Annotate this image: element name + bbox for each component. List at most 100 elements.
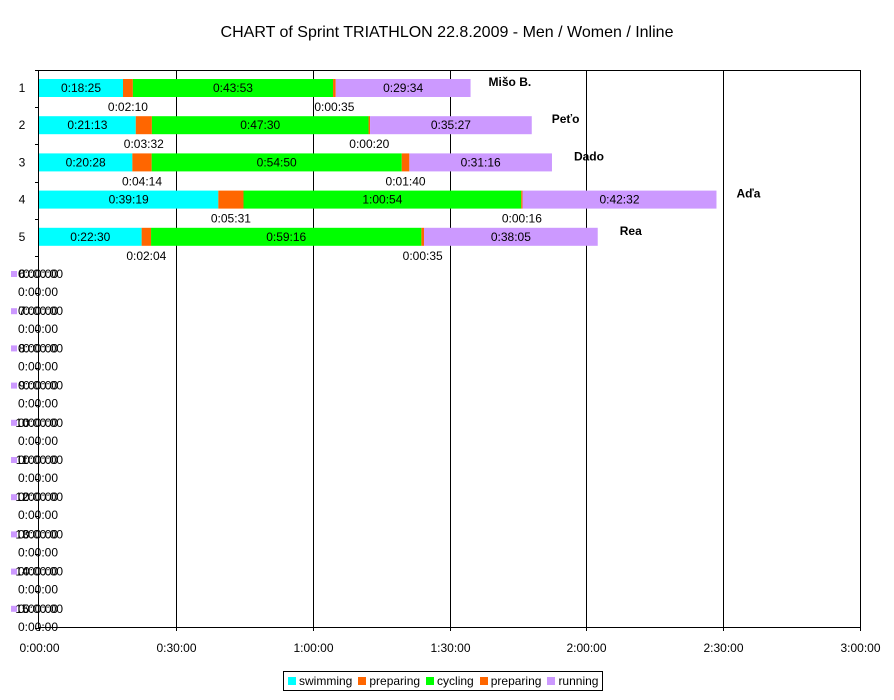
data-label: 0:00:00 — [23, 416, 63, 430]
row-label: 7 — [19, 304, 26, 318]
bar-segment-swimming — [39, 79, 124, 97]
legend-swatch — [426, 677, 435, 685]
data-label: 0:31:16 — [461, 155, 501, 169]
row-label: 13 — [15, 527, 29, 541]
legend-swatch — [358, 677, 367, 685]
row-group: 3 0:20:28 0:04:14 0:54:50 0:01:40 0:31:16 Dado — [19, 149, 604, 188]
data-label: 0:00:00 — [18, 602, 58, 616]
row-label: 11 — [16, 453, 29, 467]
legend-swatch — [479, 677, 488, 685]
bar-segment-running — [335, 79, 471, 97]
data-label: 0:00:00 — [23, 267, 63, 281]
empty-row-group: 70:00:000:00:000:00:00 — [11, 304, 63, 336]
legend-swatch — [288, 677, 296, 685]
bar-segment-preparing — [141, 227, 152, 246]
data-label: 0:00:00 — [23, 304, 63, 318]
empty-bar-marker — [11, 382, 17, 389]
data-label: 1:00:54 — [362, 193, 402, 207]
data-label: 0:00:00 — [23, 602, 63, 616]
legend-label: preparing — [490, 674, 542, 688]
data-label: 0:42:32 — [599, 193, 639, 207]
x-tick-label: 2:30:00 — [703, 641, 743, 655]
empty-bar-marker — [11, 605, 17, 612]
x-axis: 0:00:00 0:30:00 1:00:00 1:30:00 2:00:00 2:30:… — [19, 70, 881, 655]
empty-row-group: 110:00:000:00:000:00:00 — [11, 453, 63, 485]
empty-row-group: 120:00:000:00:000:00:00 — [11, 490, 63, 522]
athlete-name: Peťo — [552, 112, 580, 126]
data-label: 0:00:00 — [18, 527, 58, 541]
chart-title: CHART of Sprint TRIATHLON 22.8.2009 - Me… — [221, 24, 674, 41]
data-label: 0:00:00 — [18, 545, 58, 559]
data-label: 0:00:00 — [18, 341, 58, 355]
legend-item: preparing — [479, 674, 542, 688]
data-label: 0:00:35 — [403, 249, 443, 263]
empty-row-group: 150:00:000:00:000:00:00 — [11, 602, 63, 634]
data-label: 0:00:00 — [18, 359, 58, 373]
bar-segment-running — [424, 227, 598, 246]
athlete-name: Mišo B. — [489, 75, 532, 89]
bar-segment-preparing — [401, 153, 410, 172]
data-label: 0:43:53 — [213, 81, 253, 95]
data-label: 0:04:14 — [122, 174, 162, 188]
row-label: 8 — [19, 341, 26, 355]
data-label: 0:00:00 — [23, 490, 63, 504]
empty-bar-marker — [11, 345, 17, 352]
row-group: 5 0:22:30 0:02:04 0:59:16 0:00:35 0:38:05 Rea — [19, 224, 642, 263]
legend-item: preparing — [358, 674, 420, 688]
data-label: 0:00:00 — [23, 379, 63, 393]
bar-segment-swimming — [39, 116, 136, 135]
data-label: 0:00:35 — [314, 100, 354, 114]
data-label: 0:39:19 — [109, 193, 149, 207]
empty-row-group: 60:00:000:00:000:00:00 — [11, 267, 63, 299]
legend-swatch — [547, 677, 556, 685]
empty-bar-marker — [11, 568, 17, 575]
data-label: 0:00:00 — [18, 267, 58, 281]
row-label: 12 — [15, 490, 29, 504]
data-label: 0:00:00 — [18, 508, 58, 522]
row-label: 9 — [19, 379, 26, 393]
bar-segment-cycling — [243, 190, 522, 209]
bar-segment-cycling — [151, 153, 402, 172]
row-label: 10 — [15, 416, 29, 430]
bar-segment-swimming — [39, 190, 219, 209]
empty-row-group: 100:00:000:00:000:00:00 — [11, 416, 63, 448]
data-label: 0:00:00 — [18, 434, 58, 448]
data-label: 0:00:16 — [502, 212, 542, 226]
data-label: 0:59:16 — [266, 230, 306, 244]
data-label: 0:00:00 — [18, 285, 58, 299]
empty-row-group: 80:00:000:00:000:00:00 — [11, 341, 63, 373]
row-group: 2 0:21:13 0:03:32 0:47:30 0:00:20 0:35:27 Peťo — [19, 112, 580, 151]
athlete-name: Aďa — [736, 187, 760, 201]
row-label: 4 — [19, 193, 26, 207]
data-label: 0:22:30 — [70, 230, 110, 244]
legend-label: running — [558, 674, 599, 688]
data-label: 0:00:00 — [18, 453, 58, 467]
x-tick-label: 3:00:00 — [840, 641, 880, 655]
bar-segment-swimming — [39, 153, 133, 172]
data-label: 0:00:00 — [18, 565, 58, 579]
empty-bar-marker — [11, 271, 17, 277]
empty-bar-marker — [11, 419, 17, 426]
bar-segment-swimming — [39, 227, 142, 246]
row-label: 1 — [19, 81, 26, 95]
row-label: 2 — [19, 118, 26, 132]
row-label: 3 — [19, 155, 26, 169]
data-label: 0:21:13 — [67, 118, 107, 132]
data-label: 0:05:31 — [211, 212, 251, 226]
bar-segment-preparing — [421, 227, 425, 246]
data-label: 0:00:00 — [23, 527, 63, 541]
x-tick-label: 0:30:00 — [156, 641, 196, 655]
data-label: 0:35:27 — [431, 118, 471, 132]
athlete-name: Dado — [574, 149, 604, 163]
data-label: 0:00:00 — [18, 304, 58, 318]
x-tick-label: 1:30:00 — [430, 641, 470, 655]
data-label: 0:02:04 — [126, 249, 166, 263]
row-group: 4 0:39:19 0:05:31 1:00:54 0:00:16 0:42:32 Aďa — [19, 187, 761, 226]
data-label: 0:54:50 — [257, 155, 297, 169]
legend-label: swimming — [299, 674, 353, 688]
bar-segment-preparing — [123, 79, 133, 97]
empty-row-group: 140:00:000:00:000:00:00 — [11, 565, 63, 597]
data-label: 0:18:25 — [61, 81, 101, 95]
data-label: 0:00:00 — [18, 397, 58, 411]
